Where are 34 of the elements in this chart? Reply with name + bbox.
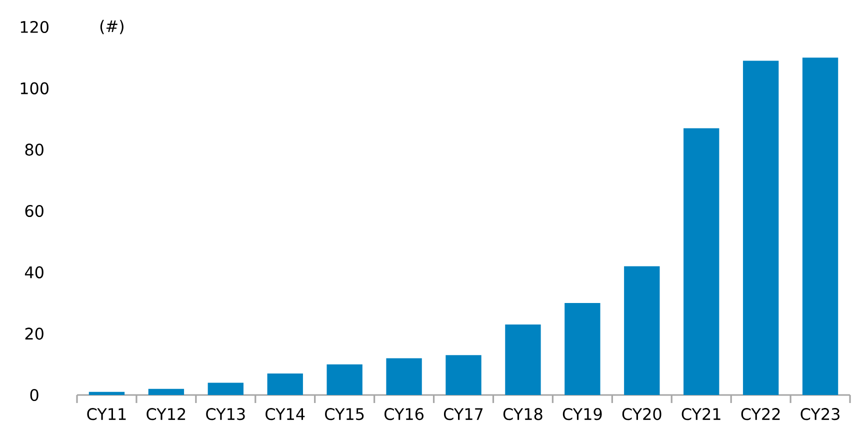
y-tick-label: 100 <box>20 82 48 94</box>
bar <box>742 60 779 395</box>
bar <box>148 388 184 395</box>
x-tick-label: CY22 <box>741 408 780 420</box>
bar <box>386 358 422 395</box>
bar <box>88 392 125 395</box>
bar <box>802 58 838 395</box>
x-tick-label: CY17 <box>444 408 483 420</box>
x-tick-label: CY20 <box>622 408 662 420</box>
bar <box>446 355 482 395</box>
bar <box>208 382 244 395</box>
y-tick-label: 40 <box>24 266 44 278</box>
x-tick-label: CY16 <box>384 408 424 420</box>
y-axis-title: (#) <box>100 20 124 34</box>
x-tick-label: CY12 <box>146 408 186 420</box>
bar <box>684 128 720 395</box>
y-tick-label: 0 <box>30 388 38 402</box>
bar <box>564 303 600 395</box>
y-tick-label: 120 <box>20 20 48 34</box>
x-tick-label: CY14 <box>266 408 305 420</box>
x-tick-label: CY23 <box>800 408 840 420</box>
x-tick-label: CY21 <box>682 408 720 420</box>
bar <box>267 374 303 395</box>
y-tick-label: 20 <box>25 328 44 340</box>
x-tick-label: CY19 <box>562 408 602 420</box>
y-tick-label: 80 <box>25 144 44 156</box>
x-tick-label: CY13 <box>206 408 245 420</box>
x-tick-label: CY15 <box>325 408 364 420</box>
x-tick-label: CY18 <box>503 408 542 420</box>
y-tick-label: 60 <box>25 204 44 218</box>
bar <box>624 266 660 395</box>
bar <box>505 324 541 395</box>
bar <box>326 364 362 395</box>
x-tick-label: CY11 <box>87 408 126 420</box>
